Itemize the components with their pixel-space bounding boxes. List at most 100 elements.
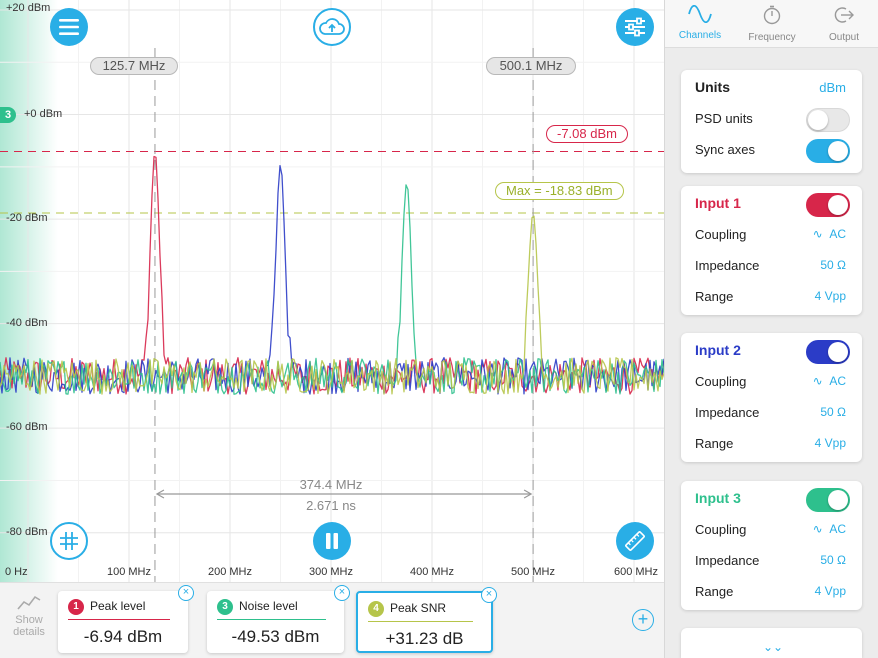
x-tick-label: 600 MHz: [613, 566, 658, 578]
y-tick-label: -20 dBm: [6, 212, 48, 225]
cursor-1-frequency-label[interactable]: 125.7 MHz: [90, 57, 178, 75]
input-title: Input 1: [695, 195, 741, 211]
psd-units-toggle[interactable]: [806, 108, 850, 132]
range-label: Range: [695, 289, 734, 304]
range-value[interactable]: 4 Vpp: [814, 584, 846, 598]
y-tick-label: -60 dBm: [6, 421, 48, 434]
tab-label: Channels: [678, 30, 722, 41]
units-value[interactable]: dBm: [819, 80, 846, 95]
input-3-toggle[interactable]: [806, 488, 850, 512]
range-label: Range: [695, 584, 734, 599]
range-value[interactable]: 4 Vpp: [814, 436, 846, 450]
range-row[interactable]: Range 4 Vpp: [681, 428, 862, 459]
impedance-value[interactable]: 50 Ω: [820, 258, 846, 272]
impedance-row[interactable]: Impedance 50 Ω: [681, 397, 862, 428]
delta-arrow-head-right: [523, 489, 533, 499]
measurement-underline: [68, 619, 170, 620]
x-tick-label: 100 MHz: [106, 566, 152, 578]
grid-button[interactable]: [50, 522, 88, 560]
channel-gradient: [0, 0, 58, 582]
coupling-value[interactable]: ∿ AC: [813, 366, 846, 397]
spectrum-chart[interactable]: [0, 0, 664, 582]
range-row[interactable]: Range 4 Vpp: [681, 281, 862, 312]
impedance-value[interactable]: 50 Ω: [820, 405, 846, 419]
impedance-row[interactable]: Impedance 50 Ω: [681, 545, 862, 576]
range-value[interactable]: 4 Vpp: [814, 289, 846, 303]
sine-wave-icon: ∿: [812, 374, 823, 388]
peak-level-label[interactable]: -7.08 dBm: [546, 125, 628, 143]
measurement-card-noise-level[interactable]: 3 Noise level -49.53 dBm ×: [207, 585, 350, 653]
measurement-title: Noise level: [239, 599, 298, 613]
y-tick-label: +0 dBm: [24, 107, 63, 120]
settings-button[interactable]: [616, 8, 654, 46]
coupling-row[interactable]: Coupling ∿ AC: [681, 219, 862, 250]
close-icon[interactable]: ×: [178, 585, 194, 601]
x-tick-label: 0 Hz: [5, 566, 28, 578]
coupling-label: Coupling: [695, 522, 747, 537]
add-measurement-button[interactable]: +: [632, 609, 654, 631]
scroll-more-icon[interactable]: ⌄⌄: [763, 640, 784, 654]
show-details-label: Show details: [13, 614, 45, 638]
close-icon[interactable]: ×: [481, 587, 497, 603]
spectrum-plot[interactable]: +20 dBm +0 dBm -20 dBm -40 dBm -60 dBm -80 dB…: [0, 0, 664, 582]
impedance-row[interactable]: Impedance 50 Ω: [681, 250, 862, 281]
trace-channel-4: [0, 215, 664, 395]
coupling-label: Coupling: [695, 227, 747, 242]
input-2-toggle[interactable]: [806, 340, 850, 364]
menu-button[interactable]: [50, 8, 88, 46]
coupling-text: AC: [829, 227, 846, 241]
coupling-row[interactable]: Coupling ∿ AC: [681, 514, 862, 545]
coupling-text: AC: [829, 522, 846, 536]
input-header-row: Input 1: [681, 188, 862, 219]
hamburger-icon: [58, 18, 80, 36]
input-1-card: Input 1 Coupling ∿ AC Impedance 50 Ω Ran…: [681, 186, 862, 315]
x-tick-label: 200 MHz: [207, 566, 253, 578]
pause-icon: [324, 532, 340, 550]
channel-badge: 1: [68, 599, 84, 615]
units-card: Units dBm PSD units Sync axes: [681, 70, 862, 173]
sine-wave-icon: [665, 4, 735, 28]
impedance-value[interactable]: 50 Ω: [820, 553, 846, 567]
impedance-label: Impedance: [695, 405, 760, 420]
input-1-toggle[interactable]: [806, 193, 850, 217]
coupling-row[interactable]: Coupling ∿ AC: [681, 366, 862, 397]
x-tick-label: 300 MHz: [308, 566, 354, 578]
coupling-value[interactable]: ∿ AC: [813, 514, 846, 545]
pause-button[interactable]: [313, 522, 351, 560]
measurement-underline: [368, 621, 473, 622]
tab-output[interactable]: Output: [809, 0, 878, 48]
range-row[interactable]: Range 4 Vpp: [681, 576, 862, 607]
coupling-label: Coupling: [695, 374, 747, 389]
measurements-bar: Show details 1 Peak level -6.94 dBm × 3 …: [0, 582, 664, 658]
sliders-icon: [624, 17, 646, 37]
tab-channels[interactable]: Channels: [665, 0, 735, 48]
sync-axes-row: Sync axes: [681, 134, 862, 165]
measurement-card-peak-level[interactable]: 1 Peak level -6.94 dBm ×: [58, 585, 194, 653]
measurement-title: Peak SNR: [390, 601, 447, 615]
close-icon[interactable]: ×: [334, 585, 350, 601]
units-title: Units: [695, 79, 730, 95]
tab-frequency[interactable]: Frequency: [737, 0, 807, 48]
input-header-row: Input 3: [681, 483, 862, 514]
units-row[interactable]: Units dBm: [681, 72, 862, 103]
cursor-2-frequency-label[interactable]: 500.1 MHz: [486, 57, 576, 75]
output-icon: [809, 5, 878, 30]
sync-axes-toggle[interactable]: [806, 139, 850, 163]
ruler-button[interactable]: [616, 522, 654, 560]
measurement-card-peak-snr[interactable]: 4 Peak SNR +31.23 dB ×: [356, 587, 497, 653]
delta-time-text: 2.671 ns: [306, 498, 356, 513]
max-level-label[interactable]: Max = -18.83 dBm: [495, 182, 624, 200]
y-tick-label: -40 dBm: [6, 316, 48, 329]
input-header-row: Input 2: [681, 335, 862, 366]
settings-panel: Channels Frequency Output Units dBm PSD …: [664, 0, 878, 658]
cloud-upload-button[interactable]: [313, 8, 351, 46]
stopwatch-icon: [737, 5, 807, 30]
measurement-title: Peak level: [90, 599, 146, 613]
delta-arrow-head-left: [155, 489, 165, 499]
coupling-value[interactable]: ∿ AC: [813, 219, 846, 250]
channel-3-reference-marker[interactable]: 3: [0, 106, 16, 123]
x-tick-label: 500 MHz: [510, 566, 556, 578]
impedance-label: Impedance: [695, 258, 760, 273]
show-details-button[interactable]: Show details: [8, 593, 50, 638]
input-title: Input 3: [695, 490, 741, 506]
